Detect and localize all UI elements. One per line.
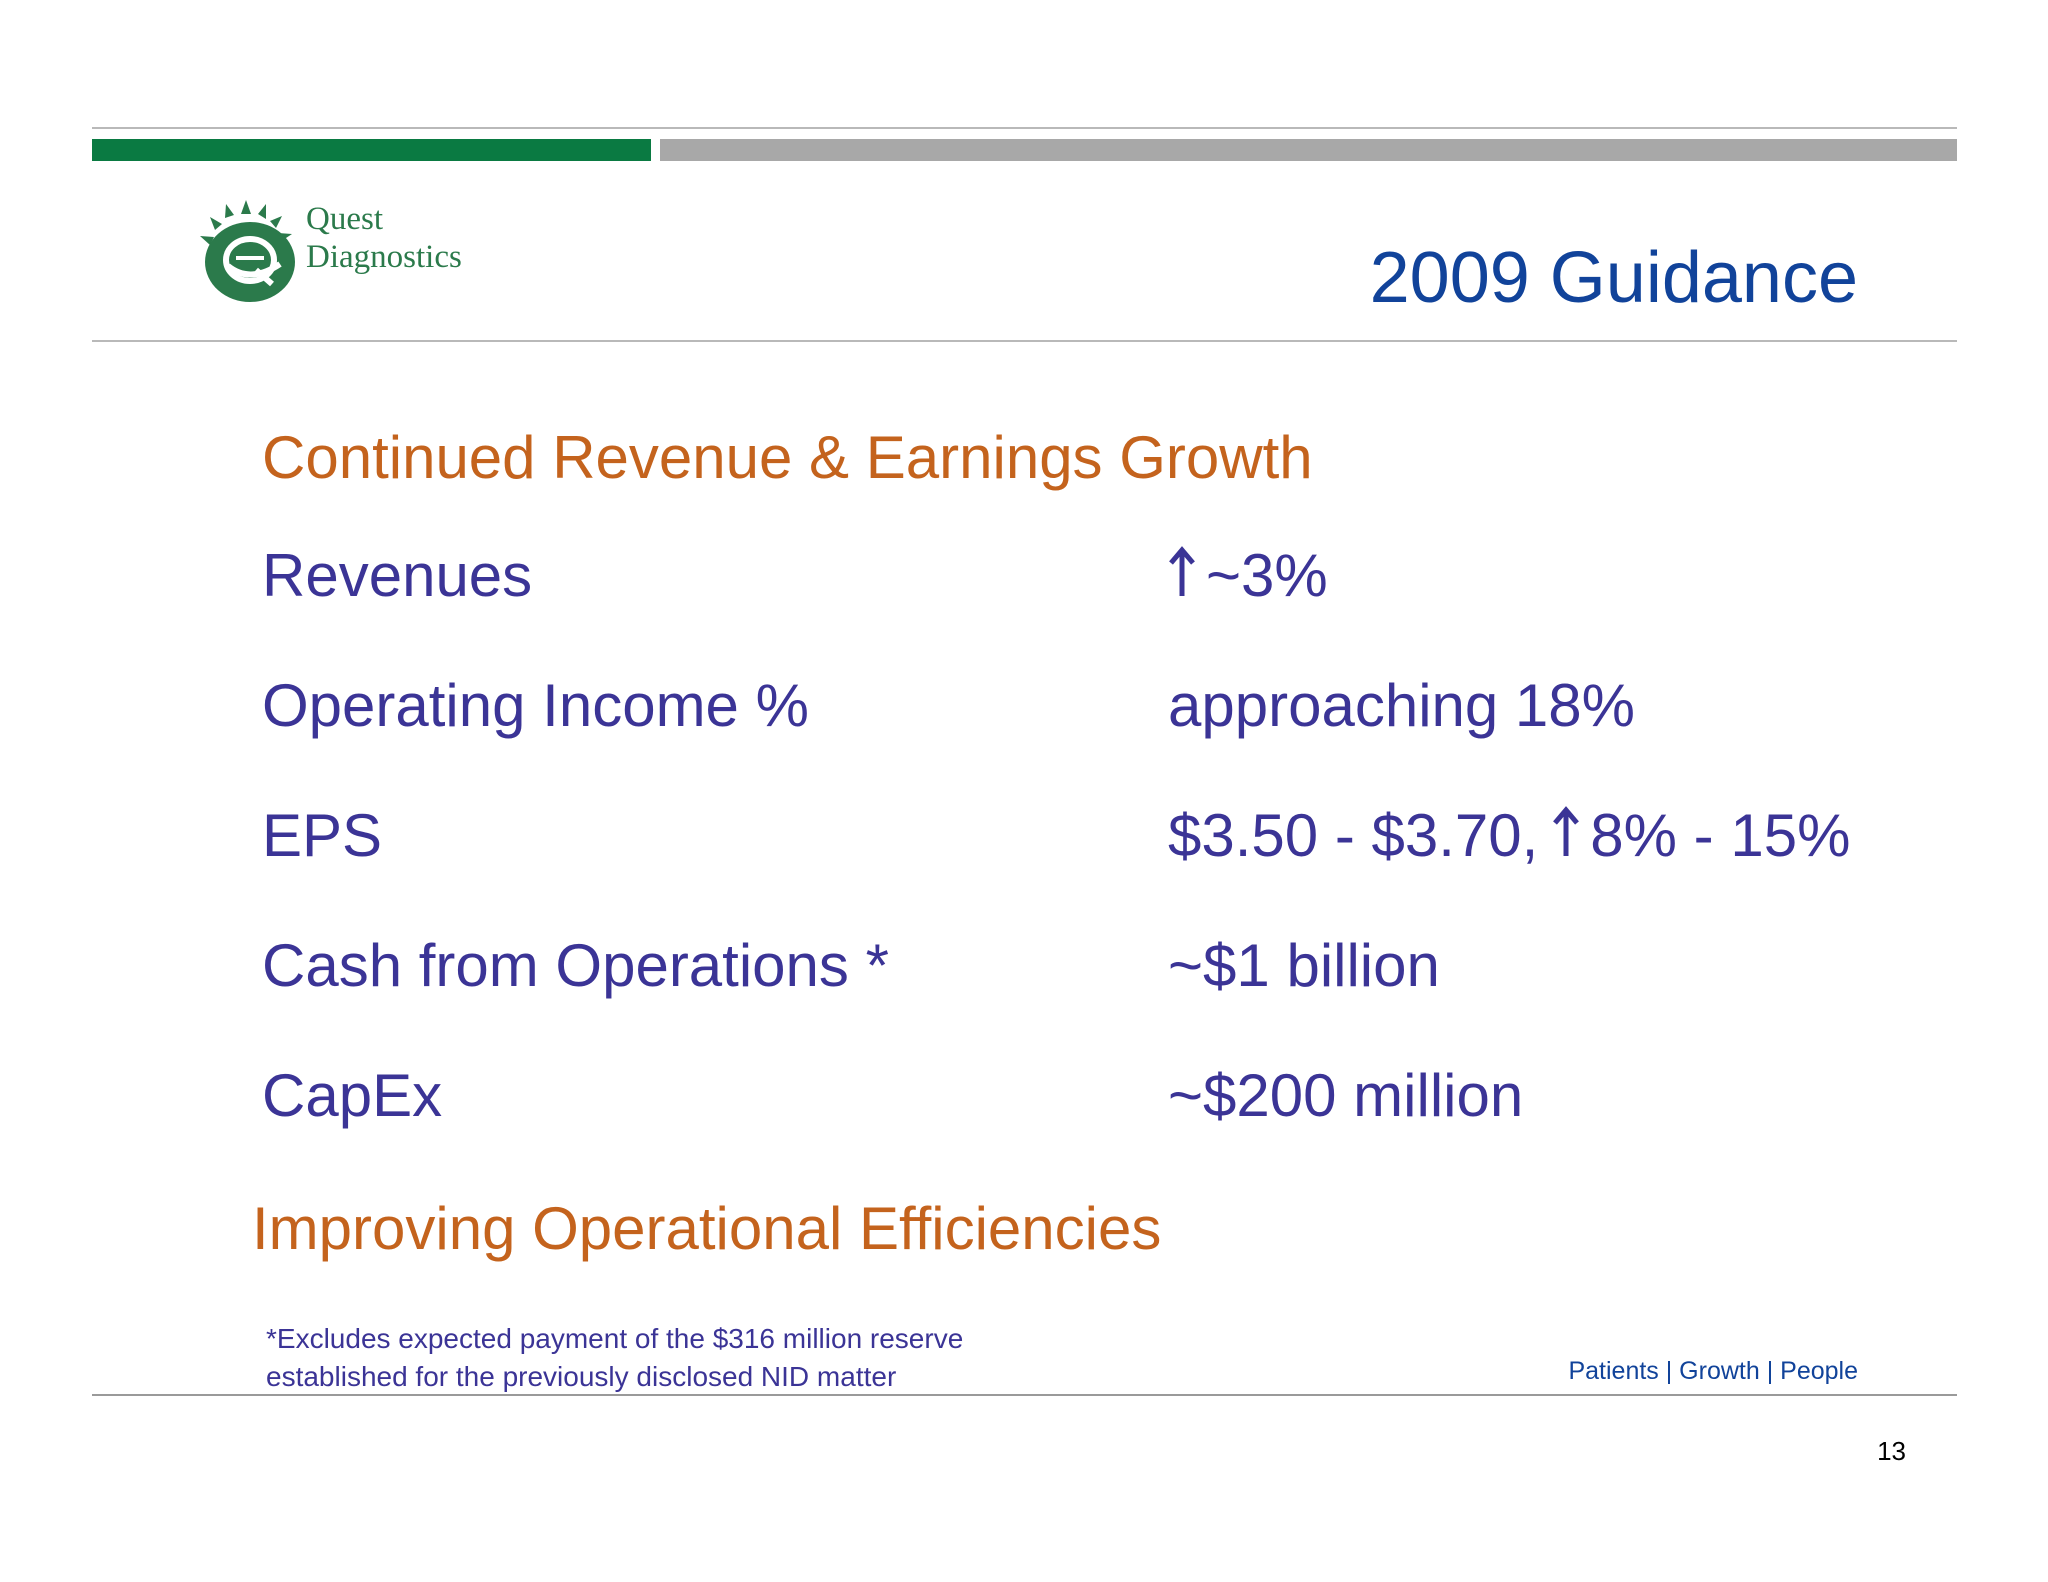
row-label-capex: CapEx [262, 1062, 443, 1129]
logo-line-diagnostics: Diagnostics [306, 239, 462, 275]
logo-line-quest: Quest [306, 201, 383, 237]
eps-growth-text: 8% - 15% [1590, 802, 1851, 869]
revenues-value-text: ~3% [1206, 542, 1328, 609]
row-label-cash-from-operations: Cash from Operations * [262, 932, 889, 999]
tagline: Patients | Growth | People [1568, 1357, 1858, 1385]
header-divider-line [92, 340, 1957, 342]
footnote-line-1: *Excludes expected payment of the $316 m… [266, 1323, 964, 1354]
eps-range-text: $3.50 - $3.70, [1168, 802, 1539, 869]
up-arrow-icon [1169, 546, 1195, 596]
row-label-operating-income: Operating Income % [262, 672, 809, 739]
footnote-line-2: established for the previously disclosed… [266, 1361, 897, 1392]
top-divider-line [92, 127, 1957, 129]
page-number: 13 [1877, 1436, 1906, 1466]
slide-title: 2009 Guidance [1369, 238, 1858, 318]
gray-accent-bar [660, 139, 1957, 161]
row-value-cash-from-operations: ~$1 billion [1168, 932, 1440, 999]
row-label-revenues: Revenues [262, 542, 533, 609]
section-heading-growth: Continued Revenue & Earnings Growth [262, 424, 1313, 491]
company-logo: Quest Diagnostics [198, 200, 498, 310]
row-label-eps: EPS [262, 802, 383, 869]
green-accent-bar [92, 139, 651, 161]
quest-logo-icon [200, 200, 295, 302]
row-value-operating-income: approaching 18% [1168, 672, 1636, 739]
up-arrow-icon [1553, 806, 1580, 856]
row-value-eps: $3.50 - $3.70, 8% - 15% [1168, 802, 1850, 870]
footnote: *Excludes expected payment of the $316 m… [266, 1320, 963, 1396]
row-value-revenues: ~3% [1168, 542, 1328, 610]
row-value-capex: ~$200 million [1168, 1062, 1524, 1129]
section-heading-efficiencies: Improving Operational Efficiencies [252, 1195, 1162, 1262]
footer-divider-line [92, 1394, 1957, 1396]
logo-wordmark: Quest Diagnostics [306, 200, 462, 276]
